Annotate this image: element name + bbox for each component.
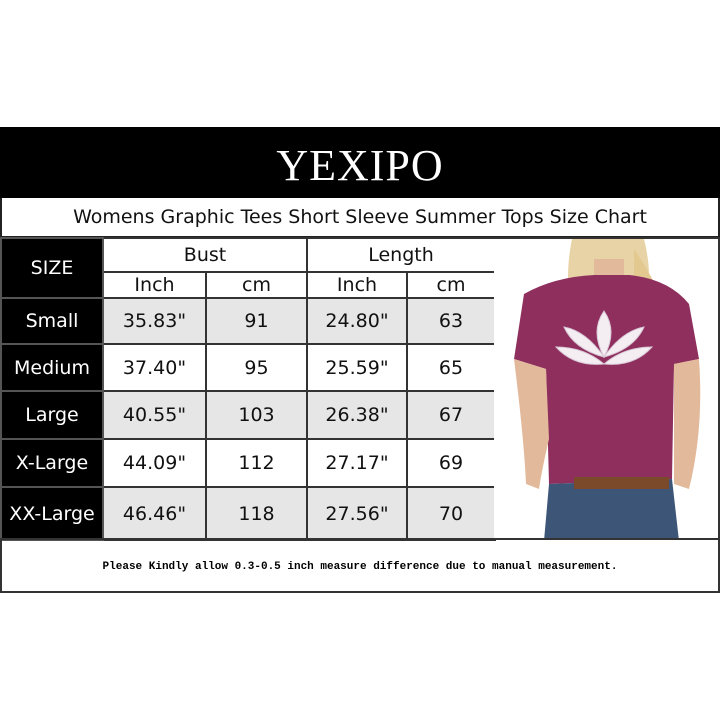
length-cm: 65 — [405, 343, 497, 392]
length-cm: 67 — [405, 390, 497, 440]
unit-header: cm — [205, 271, 308, 299]
bust-cm: 118 — [205, 486, 308, 541]
length-cm: 69 — [405, 438, 497, 488]
length-inch: 25.59" — [306, 343, 408, 392]
bust-cm: 103 — [205, 390, 308, 440]
bust-inch: 35.83" — [102, 297, 207, 345]
bust-inch: 46.46" — [102, 486, 207, 541]
bust-cm: 95 — [205, 343, 308, 392]
bust-inch: 40.55" — [102, 390, 207, 440]
length-header: Length — [305, 237, 497, 273]
size-label: Small — [0, 297, 104, 345]
unit-header: Inch — [306, 271, 408, 299]
length-inch: 27.17" — [306, 438, 408, 488]
length-inch: 26.38" — [306, 390, 408, 440]
product-photo — [494, 237, 720, 539]
length-cm: 63 — [405, 297, 497, 345]
measurement-note: Please Kindly allow 0.3-0.5 inch measure… — [0, 538, 720, 593]
table-row: Small 35.83" 91 24.80" 63 — [0, 297, 497, 345]
bust-cm: 112 — [205, 438, 308, 488]
size-label: Large — [0, 390, 104, 440]
chart-subtitle: Womens Graphic Tees Short Sleeve Summer … — [0, 198, 720, 238]
bust-header: Bust — [102, 237, 308, 273]
length-inch: 24.80" — [306, 297, 408, 345]
length-inch: 27.56" — [306, 486, 408, 541]
bust-inch: 44.09" — [102, 438, 207, 488]
size-table: SIZE Bust Length Inch cm Inch cm Small 3… — [0, 237, 497, 541]
size-label: Medium — [0, 343, 104, 392]
bust-inch: 37.40" — [102, 343, 207, 392]
length-cm: 70 — [405, 486, 497, 541]
size-header: SIZE — [0, 237, 104, 299]
table-row: Medium 37.40" 95 25.59" 65 — [0, 343, 497, 392]
table-row: X-Large 44.09" 112 27.17" 69 — [0, 438, 497, 488]
size-label: XX-Large — [0, 486, 104, 541]
bust-cm: 91 — [205, 297, 308, 345]
table-row: XX-Large 46.46" 118 27.56" 70 — [0, 486, 497, 541]
brand-title: YEXIPO — [0, 127, 720, 198]
unit-header: cm — [405, 271, 497, 299]
size-label: X-Large — [0, 438, 104, 488]
unit-header: Inch — [102, 271, 207, 299]
table-row: Large 40.55" 103 26.38" 67 — [0, 390, 497, 440]
